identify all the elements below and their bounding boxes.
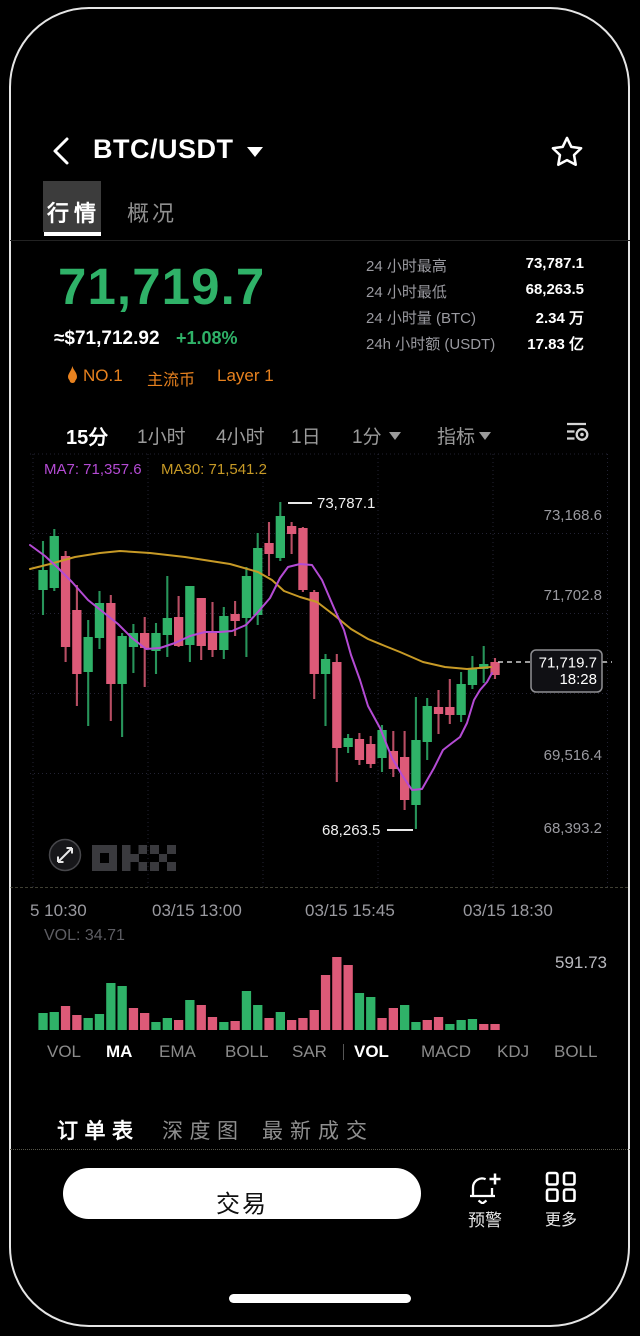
svg-text:73,787.1: 73,787.1 [317,495,375,512]
svg-text:MA7: 71,357.6: MA7: 71,357.6 [44,461,142,478]
svg-text:68,393.2: 68,393.2 [544,820,602,837]
svg-text:71,719.7: 71,719.7 [539,655,597,672]
svg-text:71,702.8: 71,702.8 [544,587,602,604]
svg-text:03/15 18:30: 03/15 18:30 [463,901,553,920]
svg-text:591.73: 591.73 [555,953,607,972]
svg-text:73,168.6: 73,168.6 [544,507,602,524]
svg-text:VOL: 34.71: VOL: 34.71 [44,927,125,944]
svg-text:69,516.4: 69,516.4 [544,747,602,764]
svg-text:03/15 13:00: 03/15 13:00 [152,901,242,920]
svg-text:MA30: 71,541.2: MA30: 71,541.2 [161,461,267,478]
svg-text:68,263.5: 68,263.5 [322,822,380,839]
svg-text:5 10:30: 5 10:30 [30,901,87,920]
svg-text:18:28: 18:28 [559,671,597,688]
svg-text:03/15 15:45: 03/15 15:45 [305,901,395,920]
